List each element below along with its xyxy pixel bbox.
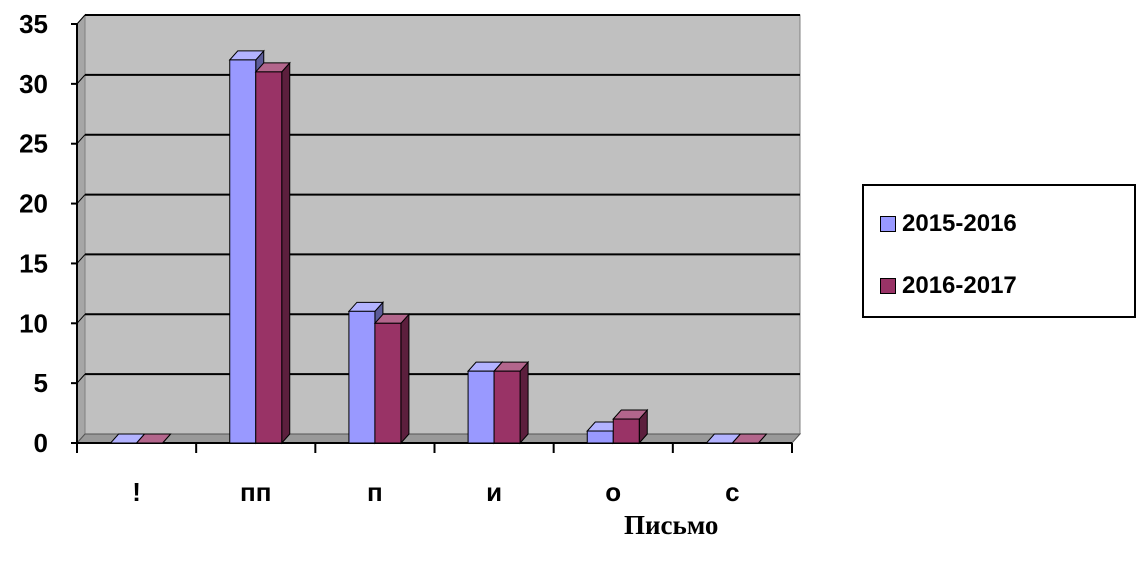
gridline-depth (76, 14, 86, 25)
legend-item-series-2: 2016-2017 (880, 272, 1017, 300)
legend-label-series-1: 2015-2016 (902, 210, 1017, 237)
y-tick-label: 25 (19, 129, 48, 159)
bar-side (519, 360, 529, 445)
bar-top (135, 433, 172, 444)
gridline-depth (76, 313, 86, 324)
x-category-label: о (605, 477, 621, 507)
gridline-depth (76, 254, 86, 264)
y-tick-label: 15 (19, 248, 48, 278)
y-tick-label: 0 (34, 428, 48, 458)
x-category-label: с (725, 477, 739, 507)
bar (467, 370, 495, 444)
bar (586, 430, 614, 444)
legend: 2015-2016 2016-2017 (862, 184, 1136, 318)
footer-label: Письмо (624, 510, 719, 540)
gridline-depth (76, 74, 86, 85)
bar (493, 370, 521, 444)
legend-swatch-series-1 (880, 216, 896, 232)
bar (229, 59, 257, 444)
bar (348, 310, 376, 444)
legend-swatch-series-2 (880, 278, 896, 294)
bar (374, 322, 402, 444)
plot-floor (75, 433, 802, 444)
x-category-label: ! (132, 477, 141, 507)
bar (612, 418, 640, 444)
y-tick-label: 20 (19, 189, 48, 219)
y-tick-label: 35 (19, 9, 48, 39)
legend-label-series-2: 2016-2017 (902, 272, 1017, 299)
y-tick-label: 30 (19, 69, 48, 99)
x-category-label: пп (240, 477, 271, 507)
bar (255, 71, 283, 444)
x-category-label: п (367, 477, 383, 507)
bar-side (400, 312, 410, 445)
bar-top (731, 433, 768, 444)
y-tick-label: 10 (19, 308, 48, 338)
x-category-label: и (486, 477, 502, 507)
gridline-depth (76, 194, 86, 204)
plot-back-wall (84, 14, 801, 435)
legend-item-series-1: 2015-2016 (880, 210, 1017, 238)
gridline-depth (76, 134, 86, 145)
y-tick-label: 5 (34, 368, 48, 398)
bar-side (281, 61, 291, 445)
gridline-depth (76, 373, 86, 384)
